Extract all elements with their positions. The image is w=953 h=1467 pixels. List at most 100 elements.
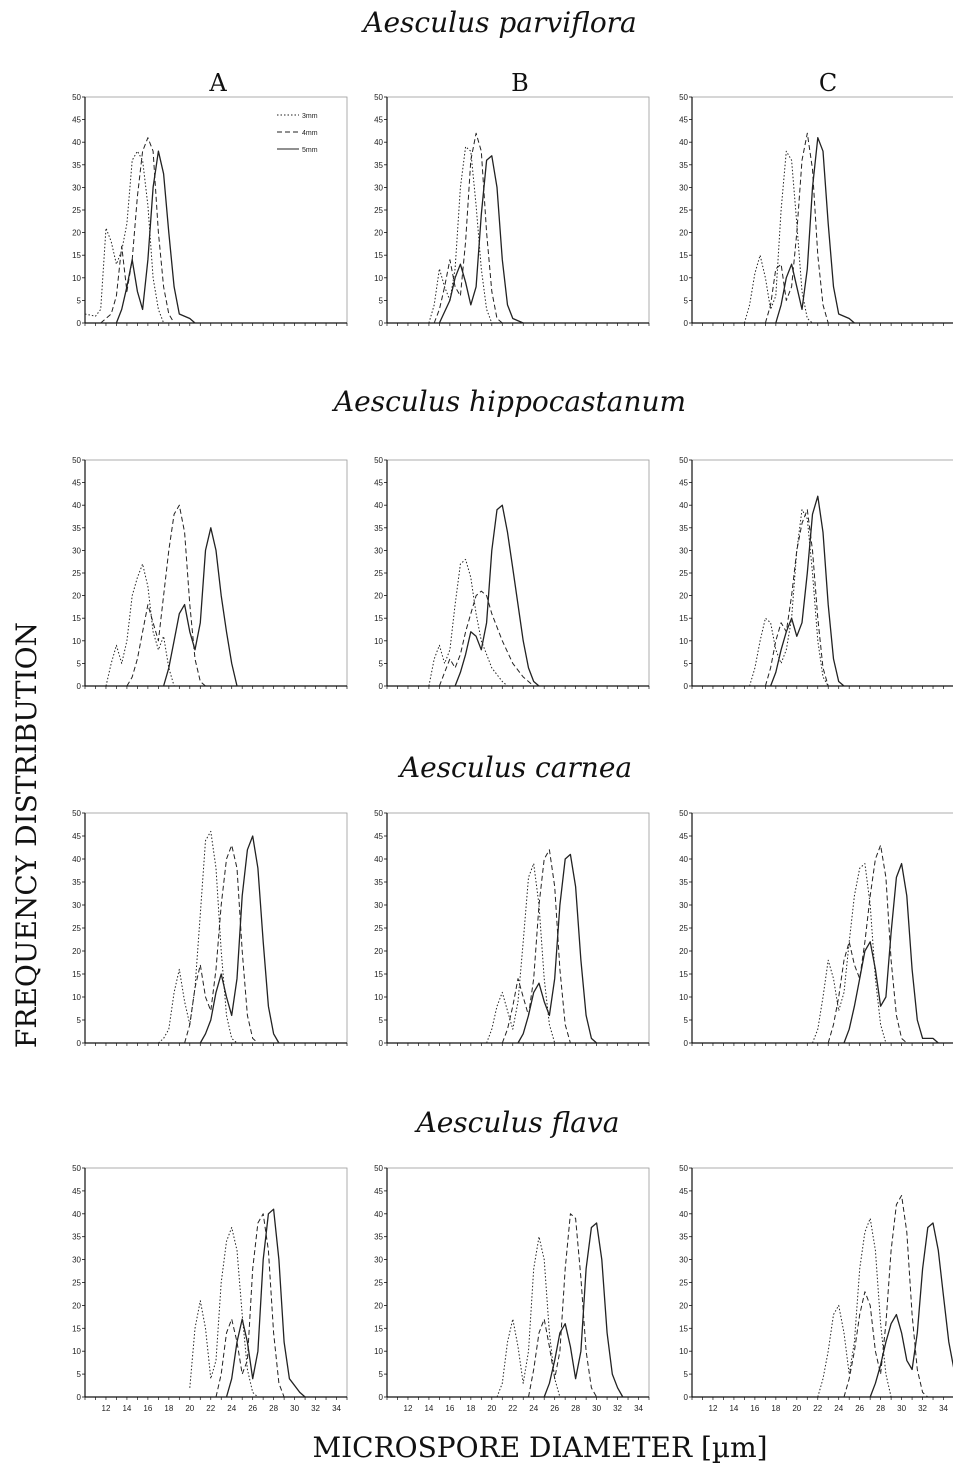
y-tick-label: 30	[72, 1256, 81, 1265]
plot-frame	[691, 1167, 953, 1398]
series-line-3mm	[812, 863, 887, 1044]
y-tick-label: 25	[72, 206, 81, 215]
x-tick-label: 24	[529, 1404, 538, 1413]
y-tick-label: 45	[679, 479, 688, 488]
series-line-4mm	[184, 844, 259, 1044]
y-tick-label: 20	[374, 1301, 383, 1310]
species-title-3: Aesculus carnea	[397, 751, 632, 784]
x-tick-label: 28	[571, 1404, 580, 1413]
y-tick-label: 45	[679, 1187, 688, 1196]
y-tick-label: 35	[72, 524, 81, 533]
y-tick-label: 35	[72, 1233, 81, 1242]
series-line-3mm	[743, 150, 813, 324]
series-line-3mm	[105, 563, 175, 687]
y-tick-label: 15	[374, 614, 383, 623]
y-tick-label: 20	[72, 592, 81, 601]
x-tick-label: 28	[269, 1404, 278, 1413]
y-tick-label: 50	[679, 93, 688, 102]
legend-label: 3mm	[302, 113, 318, 120]
plot-frame	[386, 96, 650, 324]
plot-frame	[84, 459, 348, 687]
x-tick-label: 34	[939, 1404, 948, 1413]
panel-r4-b: 0 5 10 15 20 25 30 35 40 45 50 12 14 16 18 20 22 24 26 28 30…	[374, 1164, 650, 1413]
y-tick-label: 15	[72, 251, 81, 260]
y-tick-label: 45	[72, 1187, 81, 1196]
y-tick-label: 15	[72, 614, 81, 623]
plot-frame	[84, 812, 348, 1044]
x-tick-label: 22	[206, 1404, 215, 1413]
y-tick-label: 10	[679, 993, 688, 1002]
y-tick-label: 25	[374, 569, 383, 578]
x-tick-label: 30	[290, 1404, 299, 1413]
y-tick-label: 20	[679, 229, 688, 238]
series-line-5mm	[517, 853, 598, 1044]
y-tick-label: 20	[679, 1301, 688, 1310]
y-tick-label: 50	[72, 456, 81, 465]
x-tick-label: 16	[750, 1404, 759, 1413]
x-tick-label: 18	[466, 1404, 475, 1413]
series-line-5mm	[454, 504, 540, 687]
y-tick-label: 50	[374, 1164, 383, 1173]
y-tick-label: 40	[72, 1210, 81, 1219]
x-tick-label: 34	[332, 1404, 341, 1413]
y-tick-label: 20	[374, 947, 383, 956]
series-line-5mm	[115, 150, 196, 324]
series-line-4mm	[827, 844, 908, 1044]
column-label-b: B	[511, 69, 529, 97]
y-tick-label: 35	[679, 878, 688, 887]
y-tick-label: 15	[679, 251, 688, 260]
series-line-4mm	[215, 1213, 285, 1398]
y-tick-label: 5	[77, 296, 82, 305]
legend-label: 5mm	[302, 147, 318, 154]
x-tick-label: 24	[834, 1404, 843, 1413]
series-line-5mm	[225, 1208, 306, 1398]
y-tick-label: 10	[374, 637, 383, 646]
y-tick-label: 40	[679, 1210, 688, 1219]
series-line-3mm	[428, 146, 493, 324]
x-tick-label: 32	[311, 1404, 320, 1413]
y-tick-label: 5	[77, 1016, 82, 1025]
x-tick-label: 34	[634, 1404, 643, 1413]
y-tick-label: 45	[679, 116, 688, 125]
y-tick-label: 10	[72, 1347, 81, 1356]
series-line-3mm	[84, 150, 165, 324]
chart-panels: 051015202530354045503mm4mm5mm05101520253…	[72, 93, 953, 1413]
y-tick-label: 50	[374, 456, 383, 465]
y-tick-label: 35	[679, 1233, 688, 1242]
y-tick-label: 0	[77, 1039, 82, 1048]
y-tick-label: 50	[679, 809, 688, 818]
y-tick-label: 25	[72, 924, 81, 933]
y-tick-label: 25	[679, 1279, 688, 1288]
y-tick-label: 10	[374, 993, 383, 1002]
series-line-4mm	[438, 590, 535, 687]
plot-frame	[691, 459, 953, 687]
x-tick-label: 14	[729, 1404, 738, 1413]
y-tick-label: 35	[374, 878, 383, 887]
x-tick-label: 32	[613, 1404, 622, 1413]
y-tick-label: 15	[374, 1324, 383, 1333]
x-tick-label: 20	[185, 1404, 194, 1413]
x-tick-label: 18	[771, 1404, 780, 1413]
y-tick-label: 35	[72, 161, 81, 170]
series-line-4mm	[528, 1213, 598, 1398]
y-tick-label: 10	[374, 274, 383, 283]
x-axis-label: MICROSPORE DIAMETER [µm]	[312, 1431, 767, 1464]
column-label-a: A	[208, 69, 227, 97]
x-tick-label: 18	[164, 1404, 173, 1413]
panel-r2-b: 0 5 10 15 20 25 30 35 40 45 50	[374, 456, 650, 691]
x-tick-label: 20	[487, 1404, 496, 1413]
y-tick-label: 35	[374, 161, 383, 170]
y-tick-label: 0	[379, 319, 384, 328]
series-line-5mm	[543, 1222, 624, 1398]
y-tick-label: 30	[679, 901, 688, 910]
y-tick-label: 40	[374, 501, 383, 510]
series-line-4mm	[764, 132, 829, 324]
y-tick-label: 10	[72, 993, 81, 1002]
y-tick-label: 0	[379, 1393, 384, 1402]
y-tick-label: 25	[374, 1279, 383, 1288]
y-tick-label: 15	[374, 251, 383, 260]
y-tick-label: 30	[374, 546, 383, 555]
y-tick-label: 20	[72, 1301, 81, 1310]
y-tick-label: 5	[379, 1370, 384, 1379]
y-tick-label: 30	[374, 901, 383, 910]
